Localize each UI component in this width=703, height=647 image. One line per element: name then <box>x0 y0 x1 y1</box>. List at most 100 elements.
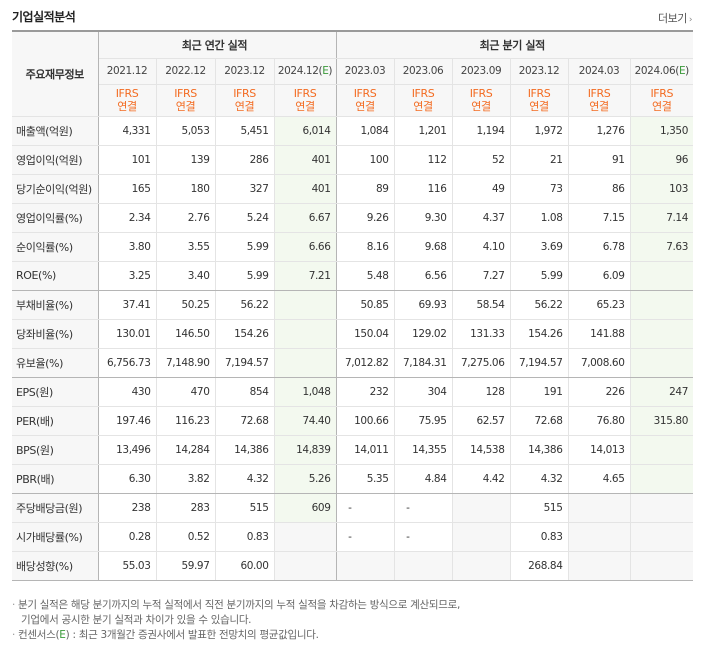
table-cell: 14,386 <box>214 435 274 465</box>
accounting-standard: IFRS 연결 <box>629 84 693 117</box>
table-cell: 9.30 <box>393 203 452 233</box>
period-label: 2021.12 <box>106 65 148 77</box>
estimate-mark: E <box>678 65 686 77</box>
table-cell: 401 <box>273 145 336 175</box>
table-cell: 1,276 <box>567 116 630 146</box>
standard-line1: IFRS <box>233 87 256 100</box>
table-cell: 103 <box>629 174 693 204</box>
standard-line1: IFRS <box>527 87 551 100</box>
table-cell: 4.84 <box>393 464 452 494</box>
estimate-mark: E <box>322 65 329 77</box>
table-cell <box>273 551 336 581</box>
table-cell <box>273 319 336 349</box>
standard-line1: IFRS <box>353 87 377 100</box>
accounting-standard: IFRS 연결 <box>567 84 630 117</box>
table-cell: 7,184.31 <box>393 348 452 378</box>
footnote-2-suffix: ) : 최근 3개월간 증권사에서 발표한 전망치의 평균값입니다. <box>65 629 319 641</box>
table-cell: 49 <box>451 174 510 204</box>
row-label: PER(배) <box>12 406 99 436</box>
table-cell: 62.57 <box>451 406 510 436</box>
table-cell: 1.08 <box>509 203 568 233</box>
accounting-standard: IFRS 연결 <box>509 84 568 117</box>
table-cell: 9.26 <box>335 203 394 233</box>
row-label: 부채비율(%) <box>12 290 99 320</box>
table-row: 매출액(억원) 4,331 5,053 5,451 6,014 1,084 1,201 1,1… <box>12 116 693 146</box>
standard-line1: IFRS <box>174 87 197 100</box>
footnotes: · 분기 실적은 해당 분기까지의 누적 실적에서 직전 분기까지의 누적 실적을… <box>12 598 460 643</box>
table-cell: 197.46 <box>97 406 156 436</box>
table-cell: 86 <box>567 174 630 204</box>
more-label: 더보기 <box>658 12 687 25</box>
table-cell: 150.04 <box>335 319 394 349</box>
table-cell: 100.66 <box>335 406 394 436</box>
row-label: 시가배당률(%) <box>12 522 99 552</box>
table-cell: 4.65 <box>567 464 630 494</box>
table-cell: 5.26 <box>273 464 336 494</box>
table-cell <box>567 551 630 581</box>
table-cell: 6,756.73 <box>97 348 156 378</box>
table-cell: 130.01 <box>97 319 156 349</box>
table-cell: 14,013 <box>567 435 630 465</box>
table-cell: 3.25 <box>97 261 156 291</box>
table-cell: 1,201 <box>393 116 452 146</box>
accounting-standard: IFRS 연결 <box>393 84 452 117</box>
row-label: 주당배당금(원) <box>12 493 99 523</box>
table-cell: 56.22 <box>509 290 568 320</box>
accounting-standard: IFRS 연결 <box>214 84 274 117</box>
table-cell: 232 <box>335 377 394 407</box>
table-cell <box>567 493 630 523</box>
table-cell: 327 <box>214 174 274 204</box>
table-cell <box>273 348 336 378</box>
standard-line2: 연결 <box>413 100 433 113</box>
standard-line2: 연결 <box>117 100 137 113</box>
accounting-standard: IFRS 연결 <box>335 84 394 117</box>
table-cell: 3.69 <box>509 232 568 262</box>
table-cell: 7,194.57 <box>214 348 274 378</box>
table-cell: 5.99 <box>214 261 274 291</box>
accounting-standard: IFRS 연결 <box>273 84 336 117</box>
table-cell: 5.48 <box>335 261 394 291</box>
table-cell: 146.50 <box>155 319 215 349</box>
table-row: PER(배) 197.46 116.23 72.68 74.40 100.66 75.95 6… <box>12 406 693 436</box>
table-cell <box>629 522 693 552</box>
table-cell: 4.10 <box>451 232 510 262</box>
table-cell: 14,386 <box>509 435 568 465</box>
table-cell: 128 <box>451 377 510 407</box>
financial-table-body: 매출액(억원) 4,331 5,053 5,451 6,014 1,084 1,201 1,1… <box>12 116 693 581</box>
table-cell: 401 <box>273 174 336 204</box>
financial-table: 주요재무정보 최근 연간 실적 최근 분기 실적 2021.12 2022.12 2… <box>12 30 693 581</box>
more-link[interactable]: 더보기 › <box>658 10 693 26</box>
table-cell: 0.28 <box>97 522 156 552</box>
table-cell: 1,084 <box>335 116 394 146</box>
table-cell: 6.30 <box>97 464 156 494</box>
bullet-icon: · <box>12 599 16 611</box>
table-cell: 470 <box>155 377 215 407</box>
period-label: 2023.06 <box>402 65 444 77</box>
row-label: 영업이익(억원) <box>12 145 99 175</box>
table-cell: 5,053 <box>155 116 215 146</box>
table-cell: 315.80 <box>629 406 693 436</box>
table-cell: 154.26 <box>214 319 274 349</box>
standard-line2: 연결 <box>652 100 672 113</box>
table-cell: 14,355 <box>393 435 452 465</box>
row-label: EPS(원) <box>12 377 99 407</box>
period-header: 2024.03 <box>567 58 630 85</box>
table-cell: 6.67 <box>273 203 336 233</box>
table-cell: 5,451 <box>214 116 274 146</box>
table-cell: 283 <box>155 493 215 523</box>
table-cell: 14,284 <box>155 435 215 465</box>
period-header: 2023.12 <box>214 58 274 85</box>
table-cell: 1,972 <box>509 116 568 146</box>
table-cell: 6.78 <box>567 232 630 262</box>
table-cell: 7.63 <box>629 232 693 262</box>
table-cell: 6.56 <box>393 261 452 291</box>
table-cell: 5.24 <box>214 203 274 233</box>
footnote-2: · 컨센서스(E) : 최근 3개월간 증권사에서 발표한 전망치의 평균값입니다… <box>12 628 460 643</box>
table-cell <box>629 551 693 581</box>
table-cell: 13,496 <box>97 435 156 465</box>
standard-line2: 연결 <box>589 100 609 113</box>
table-cell: 73 <box>509 174 568 204</box>
table-cell: 65.23 <box>567 290 630 320</box>
table-cell: 1,194 <box>451 116 510 146</box>
table-cell: 9.68 <box>393 232 452 262</box>
